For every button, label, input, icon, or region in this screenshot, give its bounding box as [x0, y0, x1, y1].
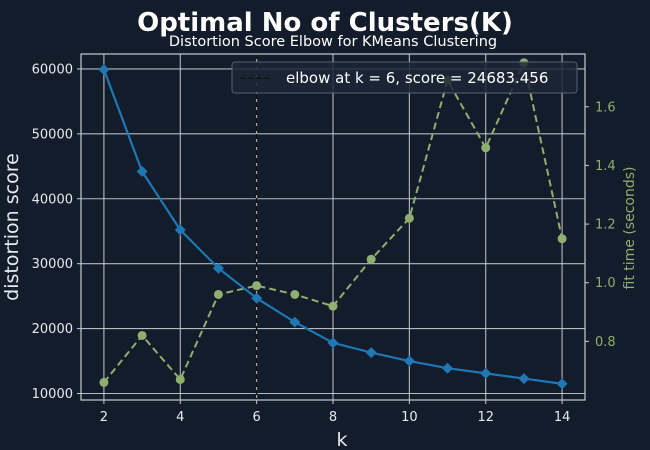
- chart-subtitle: Distortion Score Elbow for KMeans Cluste…: [169, 34, 497, 50]
- y-tick-label: 30000: [32, 257, 73, 272]
- y2-tick-label: 1.4: [595, 159, 616, 174]
- y-tick-label: 10000: [32, 387, 73, 402]
- fit-time-point: [252, 281, 262, 291]
- distortion-point: [327, 337, 339, 349]
- y-tick-label: 60000: [32, 62, 73, 77]
- series-layer: [98, 58, 568, 390]
- x-tick-label: 2: [100, 410, 108, 425]
- x-tick-label: 8: [329, 410, 337, 425]
- y-tick-label: 40000: [32, 192, 73, 207]
- distortion-point: [174, 224, 186, 236]
- fit-time-point: [99, 377, 109, 387]
- y2-tick-label: 1.0: [595, 276, 616, 291]
- y2-tick-label: 1.6: [595, 100, 616, 115]
- x-tick-label: 12: [477, 410, 494, 425]
- distortion-point: [556, 378, 568, 390]
- distortion-point: [251, 292, 263, 304]
- fit-time-point: [366, 254, 376, 264]
- distortion-point: [289, 316, 301, 328]
- fit-time-point: [404, 213, 414, 223]
- y-tick-label: 50000: [32, 127, 73, 142]
- legend: elbow at k = 6, score = 24683.456: [231, 61, 578, 94]
- x-tick-label: 10: [401, 410, 418, 425]
- fit-time-point: [481, 143, 491, 153]
- distortion-point: [98, 64, 110, 76]
- fit-time-point: [290, 289, 300, 299]
- distortion-point: [480, 367, 492, 379]
- chart-title: Optimal No of Clusters(K): [137, 8, 513, 38]
- distortion-point: [136, 165, 148, 177]
- fit-time-point: [557, 234, 567, 244]
- distortion-point: [403, 355, 415, 367]
- distortion-point: [518, 373, 530, 385]
- y2-tick-label: 0.8: [595, 335, 616, 350]
- x-tick-label: 4: [176, 410, 184, 425]
- y2-axis-label: fit time (seconds): [622, 167, 638, 290]
- distortion-point: [365, 347, 377, 359]
- y-axis-label: distortion score: [1, 153, 23, 301]
- fit-time-point: [175, 374, 185, 384]
- y2-tick-label: 1.2: [595, 218, 616, 233]
- fit-time-point: [137, 330, 147, 340]
- x-tick-label: 6: [252, 410, 260, 425]
- legend-box: [231, 61, 578, 94]
- legend-label-elbow: elbow at k = 6, score = 24683.456: [286, 69, 548, 87]
- fit-time-point: [328, 301, 338, 311]
- y-tick-label: 20000: [32, 322, 73, 337]
- fit-time-point: [213, 289, 223, 299]
- x-tick-label: 14: [554, 410, 571, 425]
- distortion-point: [212, 262, 224, 274]
- x-axis-label: k: [336, 429, 347, 450]
- distortion-point: [442, 362, 454, 374]
- axis-ticks: 2 4 6 8 10 12 14 10000 20000 30000 40000 50000 60000…: [32, 62, 616, 425]
